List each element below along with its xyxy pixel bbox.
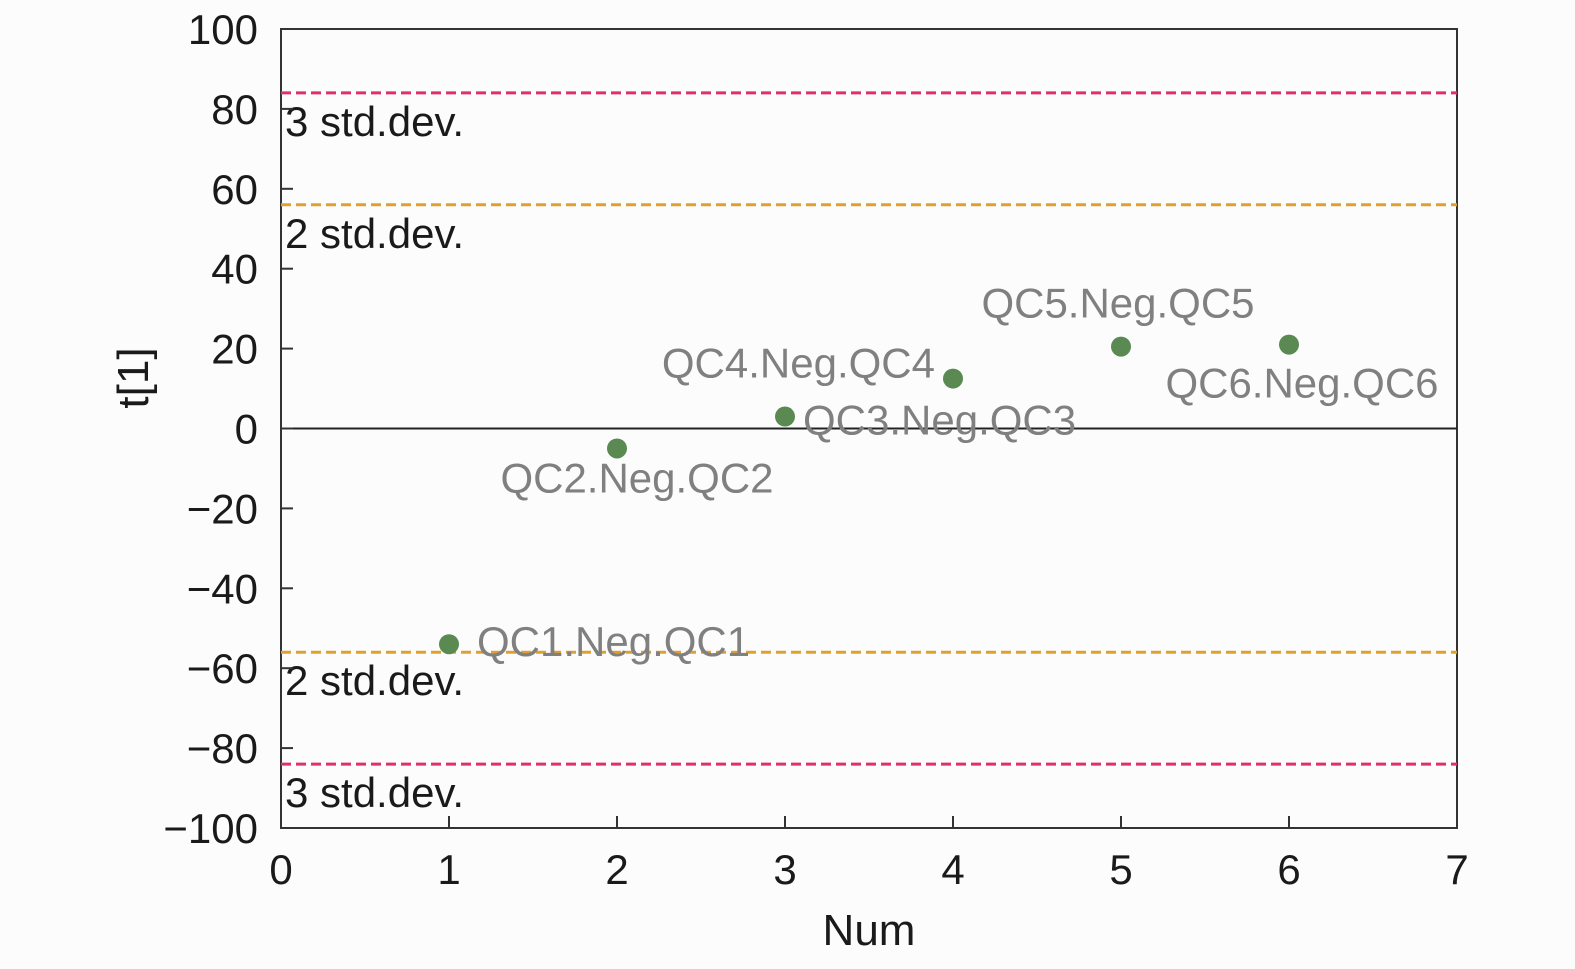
point-label: QC6.Neg.QC6 <box>1165 360 1438 407</box>
y-tick-label: −20 <box>187 485 258 532</box>
y-tick-label: 80 <box>211 86 258 133</box>
reference-line-label: 2 std.dev. <box>285 210 464 257</box>
reference-line-label: 3 std.dev. <box>285 769 464 816</box>
y-tick-label: 20 <box>211 326 258 373</box>
reference-line-label: 2 std.dev. <box>285 657 464 704</box>
point-label: QC3.Neg.QC3 <box>803 397 1076 444</box>
y-tick-label: −80 <box>187 725 258 772</box>
reference-line-label: 3 std.dev. <box>285 98 464 145</box>
x-tick-label: 3 <box>773 846 796 893</box>
reference-lines: 3 std.dev. 2 std.dev. 2 std.dev. 3 std.dev. <box>281 91 1457 816</box>
x-axis-ticks: 0 1 2 3 4 5 6 7 <box>269 816 1469 893</box>
x-tick-label: 0 <box>269 846 292 893</box>
x-tick-label: 2 <box>605 846 628 893</box>
y-tick-label: −40 <box>187 565 258 612</box>
y-tick-label: 100 <box>188 6 258 53</box>
y-tick-label: 60 <box>211 166 258 213</box>
y-axis-ticks: 100 80 60 40 20 0 −20 −40 −60 −80 −100 <box>163 6 293 852</box>
x-tick-label: 7 <box>1445 846 1468 893</box>
point-label: QC4.Neg.QC4 <box>662 340 935 387</box>
x-tick-label: 6 <box>1277 846 1300 893</box>
x-tick-label: 5 <box>1109 846 1132 893</box>
y-tick-label: 40 <box>211 246 258 293</box>
point-label: QC1.Neg.QC1 <box>477 618 750 665</box>
y-tick-label: −60 <box>187 645 258 692</box>
y-tick-label: −100 <box>163 805 258 852</box>
data-point <box>943 368 963 389</box>
data-point <box>607 438 627 459</box>
data-point <box>439 634 459 655</box>
data-point <box>775 406 795 427</box>
data-point <box>1279 334 1299 355</box>
data-points: QC1.Neg.QC1 QC2.Neg.QC2 QC3.Neg.QC3 QC4.Neg… <box>439 280 1439 665</box>
x-tick-label: 1 <box>437 846 460 893</box>
y-tick-label: 0 <box>235 406 258 453</box>
data-point <box>1111 336 1131 357</box>
point-label: QC5.Neg.QC5 <box>981 280 1254 327</box>
point-label: QC2.Neg.QC2 <box>500 454 773 501</box>
x-axis-title: Num <box>823 906 916 955</box>
y-axis-title: t[1] <box>109 347 158 408</box>
x-tick-label: 4 <box>941 846 964 893</box>
